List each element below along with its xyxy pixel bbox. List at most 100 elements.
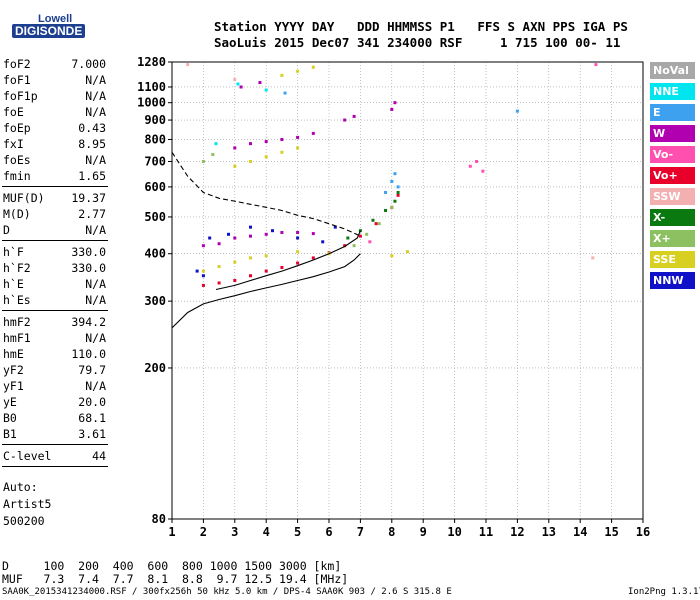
data-point [390,107,394,111]
data-point [311,232,315,236]
param-value: N/A [85,277,106,291]
param-value: 0.43 [78,121,106,135]
param-name: B1 [3,427,17,441]
data-point [396,185,400,189]
data-point [264,155,268,159]
y-tick-label: 500 [144,210,166,224]
data-point [368,240,372,244]
data-point [280,230,284,234]
data-point [406,250,409,254]
data-point [264,140,268,144]
data-point [390,179,394,183]
x-tick-label: 7 [357,525,364,539]
data-point [358,234,362,238]
data-point [280,265,284,269]
param-row: h`E N/A [3,277,106,293]
profile-curve [171,151,361,237]
param-value: 330.0 [71,245,106,259]
data-point [217,265,221,269]
param-value: 8.95 [78,137,106,151]
x-tick-label: 3 [231,525,238,539]
data-point [393,172,397,176]
data-point [195,269,199,273]
param-name: h`Es [3,293,31,307]
data-point [249,274,252,278]
legend-item: SSW [650,188,695,205]
param-row: B0 68.1 [3,411,106,427]
footer-version: Ion2Png 1.3.17 [628,587,700,597]
param-name: hmF2 [3,315,31,329]
param-value: 19.37 [71,191,106,205]
data-point [377,222,381,226]
param-name: h`F [3,245,24,259]
data-point [384,208,388,212]
data-point [186,63,190,67]
header-row-1: Station YYYY DAY DDD HHMMSS P1 FFS S AXN… [214,19,628,34]
data-point [283,91,287,95]
data-point [384,190,388,194]
data-point [208,236,212,240]
param-row: hmF1 N/A [3,331,106,347]
param-row: foEs N/A [3,153,106,169]
x-tick-label: 10 [447,525,461,539]
param-row: B1 3.61 [3,427,106,443]
data-point [396,193,400,197]
data-point [468,164,472,168]
data-point [264,269,268,273]
param-value: 79.7 [78,363,106,377]
legend-item: NNW [650,272,695,289]
data-point [264,232,268,236]
x-tick-label: 4 [263,525,270,539]
data-point [249,159,252,163]
data-point [333,225,337,229]
data-point [227,232,231,236]
param-row: foF1 N/A [3,73,106,89]
data-point [358,229,362,233]
param-row: C-level 44 [3,449,106,465]
data-point [475,159,479,163]
param-name: yF2 [3,363,24,377]
data-point [390,205,394,209]
data-point [201,244,205,248]
param-name: h`F2 [3,261,31,275]
muf-distance-row: D 100 200 400 600 800 1000 1500 3000 [km… [2,559,342,573]
x-tick-label: 9 [420,525,427,539]
param-name: foEs [3,153,31,167]
data-point [352,114,356,118]
data-point [343,244,347,248]
x-tick-label: 1 [168,525,175,539]
data-point [296,146,300,150]
data-point [343,118,347,122]
param-row: yF2 79.7 [3,363,106,379]
param-name: hmF1 [3,331,31,345]
param-value: N/A [85,223,106,237]
param-value: N/A [85,293,106,307]
legend-item: SSE [650,251,695,268]
y-tick-label: 800 [144,132,166,146]
data-point [365,232,369,236]
auto-artist: Artist5 [3,497,52,511]
param-value: N/A [85,331,106,345]
data-point [296,135,300,139]
param-row: foF2 7.000 [3,57,106,73]
x-tick-label: 11 [479,525,493,539]
y-tick-label: 1280 [137,55,166,69]
data-point [201,269,205,273]
data-point [264,254,268,258]
data-point [311,65,315,69]
x-tick-label: 5 [294,525,301,539]
x-tick-label: 12 [510,525,524,539]
param-row: h`F2 330.0 [3,261,106,277]
profile-curve [171,253,361,329]
data-point [296,250,300,254]
param-row: M(D) 2.77 [3,207,106,223]
x-tick-label: 13 [542,525,556,539]
data-point [236,82,240,86]
legend-item: Vo+ [650,167,695,184]
muf-value-row: MUF 7.3 7.4 7.7 8.1 8.8 9.7 12.5 19.4 [M… [2,572,349,586]
data-point [296,261,300,265]
param-separator [2,466,108,467]
param-value: N/A [85,73,106,87]
param-name: hmE [3,347,24,361]
